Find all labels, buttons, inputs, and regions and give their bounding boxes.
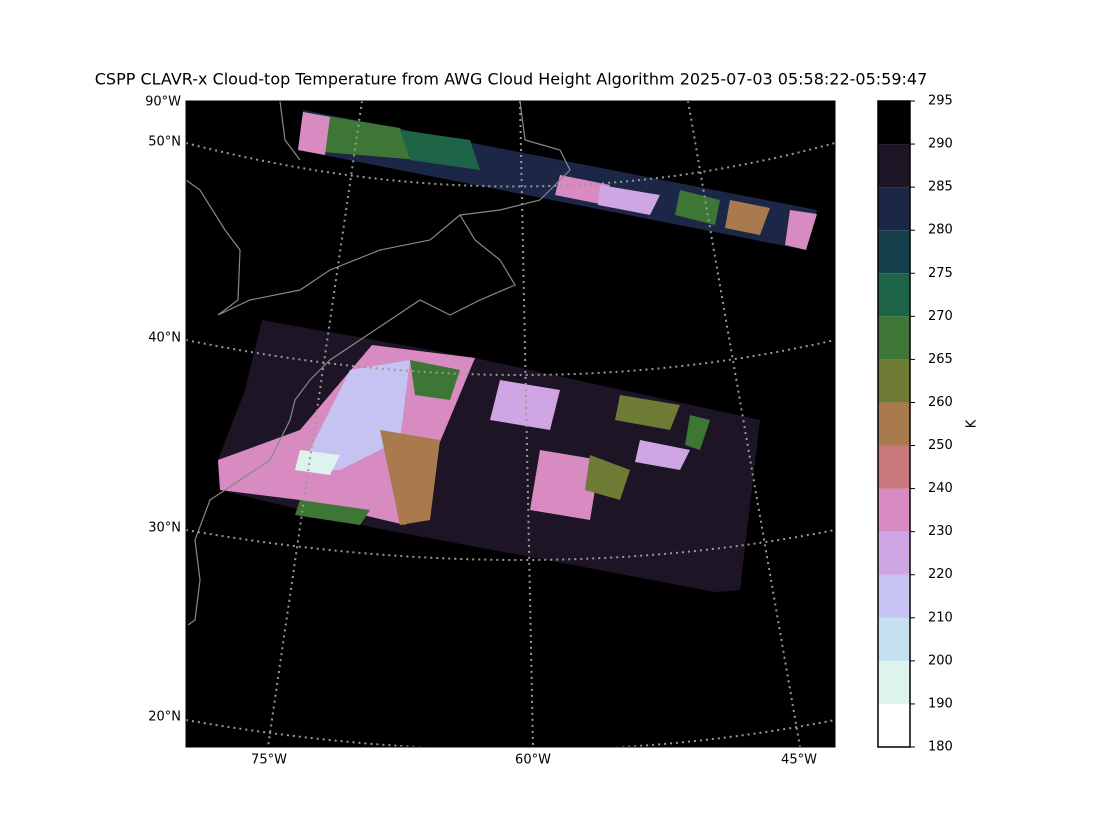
colorbar-label: K (965, 419, 980, 428)
chart-title: CSPP CLAVR-x Cloud-top Temperature from … (95, 70, 928, 89)
colorbar-tick-label: 230 (928, 524, 953, 539)
colorbar-segment (878, 531, 910, 575)
colorbar-segment (878, 703, 910, 747)
colorbar-tick-label: 275 (928, 266, 953, 281)
colorbar-segment (878, 402, 910, 446)
colorbar-segment (878, 617, 910, 661)
colorbar-tick-label: 290 (928, 137, 953, 152)
cloud-swath-north (298, 110, 817, 250)
colorbar-tick-label: 190 (928, 696, 953, 711)
colorbar-tick-label: 270 (928, 309, 953, 324)
lon-label: 45°W (781, 753, 817, 768)
lon-label: 60°W (515, 753, 551, 768)
colorbar-tick-label: 220 (928, 567, 953, 582)
colorbar-tick-label: 285 (928, 180, 953, 195)
colorbar-segment (878, 660, 910, 704)
lat-label: 20°N (148, 710, 181, 725)
colorbar: 180 190 200 210 220 230 240 250 260 265 270 275 280 2… (877, 94, 953, 755)
colorbar-segment (878, 488, 910, 532)
lat-label: 90°W (145, 95, 181, 110)
colorbar-tick-label: 180 (928, 740, 953, 755)
coastline (186, 101, 571, 626)
colorbar-segment (878, 230, 910, 274)
colorbar-tick-label: 265 (928, 352, 953, 367)
cloud-swath-south (218, 320, 760, 592)
colorbar-segment (878, 273, 910, 317)
lon-label: 75°W (251, 753, 287, 768)
colorbar-tick-label: 280 (928, 223, 953, 238)
colorbar-tick-label: 200 (928, 653, 953, 668)
colorbar-tick-label: 295 (928, 94, 953, 109)
map: 90°W 50°N 40°N 30°N 20°N 75°W 60°W 45°W (145, 95, 836, 768)
map-frame (185, 100, 836, 748)
colorbar-segment (878, 101, 910, 145)
colorbar-tick-label: 210 (928, 610, 953, 625)
colorbar-tick-label: 250 (928, 438, 953, 453)
colorbar-segment (878, 445, 910, 489)
colorbar-tick-label: 240 (928, 481, 953, 496)
colorbar-frame (877, 100, 911, 748)
lat-label: 40°N (148, 331, 181, 346)
colorbar-segment (878, 574, 910, 618)
colorbar-segment (878, 144, 910, 188)
lat-label: 30°N (148, 521, 181, 536)
colorbar-segment (878, 187, 910, 231)
colorbar-segment (878, 316, 910, 360)
lat-label: 50°N (148, 135, 181, 150)
colorbar-segment (878, 359, 910, 403)
graticule (186, 101, 835, 747)
colorbar-tick-label: 260 (928, 395, 953, 410)
